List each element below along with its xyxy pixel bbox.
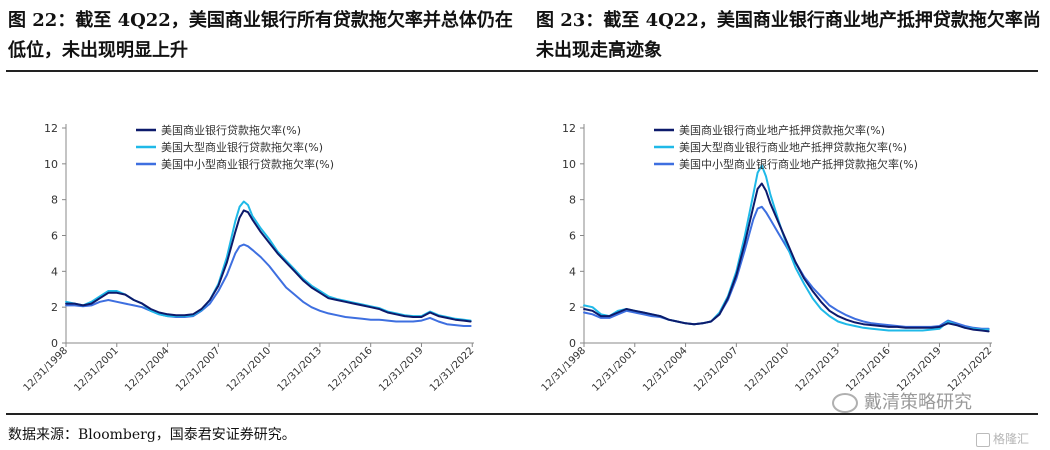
x-tick-label: 12/31/2004 bbox=[641, 345, 690, 394]
bottom-divider bbox=[6, 413, 1038, 415]
x-tick-label: 12/31/2022 bbox=[428, 345, 477, 394]
x-tick-label: 12/31/2010 bbox=[225, 345, 274, 394]
y-tick-label: 0 bbox=[569, 337, 576, 350]
series-line-3 bbox=[583, 205, 990, 330]
legend-label-1: 美国商业银行贷款拖欠率(%) bbox=[161, 123, 301, 137]
series-line-1 bbox=[583, 182, 990, 333]
legend-label-3: 美国中小型商业银行贷款拖欠率(%) bbox=[161, 157, 334, 171]
x-tick-label: 12/31/2007 bbox=[174, 345, 223, 394]
figure-23-title: 图 23：截至 4Q22，美国商业银行商业地产抵押贷款拖欠率尚未出现走高迹象 bbox=[536, 10, 1041, 61]
gelonghui-icon bbox=[976, 432, 990, 447]
top-divider bbox=[6, 70, 1038, 72]
y-tick-label: 10 bbox=[44, 158, 58, 171]
x-tick-label: 12/31/2013 bbox=[275, 345, 324, 394]
x-tick-label: 12/31/2016 bbox=[844, 345, 893, 394]
y-tick-label: 10 bbox=[562, 158, 576, 171]
x-tick-label: 12/31/2022 bbox=[946, 345, 995, 394]
y-tick-label: 6 bbox=[569, 230, 576, 243]
y-tick-label: 6 bbox=[51, 230, 58, 243]
legend-label-2: 美国大型商业银行商业地产抵押贷款拖欠率(%) bbox=[679, 140, 907, 154]
x-tick-label: 12/31/2019 bbox=[377, 345, 426, 394]
x-tick-label: 12/31/2001 bbox=[590, 345, 639, 394]
x-tick-label: 12/31/1998 bbox=[22, 345, 71, 394]
y-tick-label: 2 bbox=[51, 301, 58, 314]
watermark-small: 格隆汇 bbox=[976, 430, 1029, 447]
y-tick-label: 8 bbox=[51, 194, 58, 207]
watermark-small-text: 格隆汇 bbox=[993, 432, 1030, 446]
series-line-3 bbox=[65, 243, 472, 327]
watermark: 戴清策略研究 bbox=[832, 388, 972, 414]
source-note: 数据来源：Bloomberg，国泰君安证券研究。 bbox=[8, 427, 296, 443]
y-tick-label: 4 bbox=[51, 265, 58, 278]
y-tick-label: 2 bbox=[569, 301, 576, 314]
x-tick-label: 12/31/2010 bbox=[743, 345, 792, 394]
wechat-icon bbox=[832, 393, 858, 413]
legend-label-2: 美国大型商业银行贷款拖欠率(%) bbox=[161, 140, 323, 154]
x-tick-label: 12/31/2013 bbox=[793, 345, 842, 394]
legend-label-1: 美国商业银行商业地产抵押贷款拖欠率(%) bbox=[679, 123, 885, 137]
x-tick-label: 12/31/2019 bbox=[895, 345, 944, 394]
x-tick-label: 12/31/2004 bbox=[123, 345, 172, 394]
y-tick-label: 8 bbox=[569, 194, 576, 207]
y-tick-label: 4 bbox=[569, 265, 576, 278]
x-tick-label: 12/31/2007 bbox=[692, 345, 741, 394]
x-tick-label: 12/31/2001 bbox=[72, 345, 121, 394]
figure-22-title: 图 22：截至 4Q22，美国商业银行所有贷款拖欠率并总体仍在低位，未出现明显上… bbox=[8, 10, 513, 61]
x-tick-label: 12/31/1998 bbox=[540, 345, 589, 394]
y-tick-label: 12 bbox=[44, 122, 58, 135]
x-tick-label: 12/31/2016 bbox=[326, 345, 375, 394]
y-tick-label: 0 bbox=[51, 337, 58, 350]
series-line-1 bbox=[65, 209, 472, 323]
y-tick-label: 12 bbox=[562, 122, 576, 135]
series-line-2 bbox=[65, 200, 472, 322]
watermark-text: 戴清策略研究 bbox=[864, 392, 972, 413]
legend-label-3: 美国中小型商业银行商业地产抵押贷款拖欠率(%) bbox=[679, 157, 918, 171]
